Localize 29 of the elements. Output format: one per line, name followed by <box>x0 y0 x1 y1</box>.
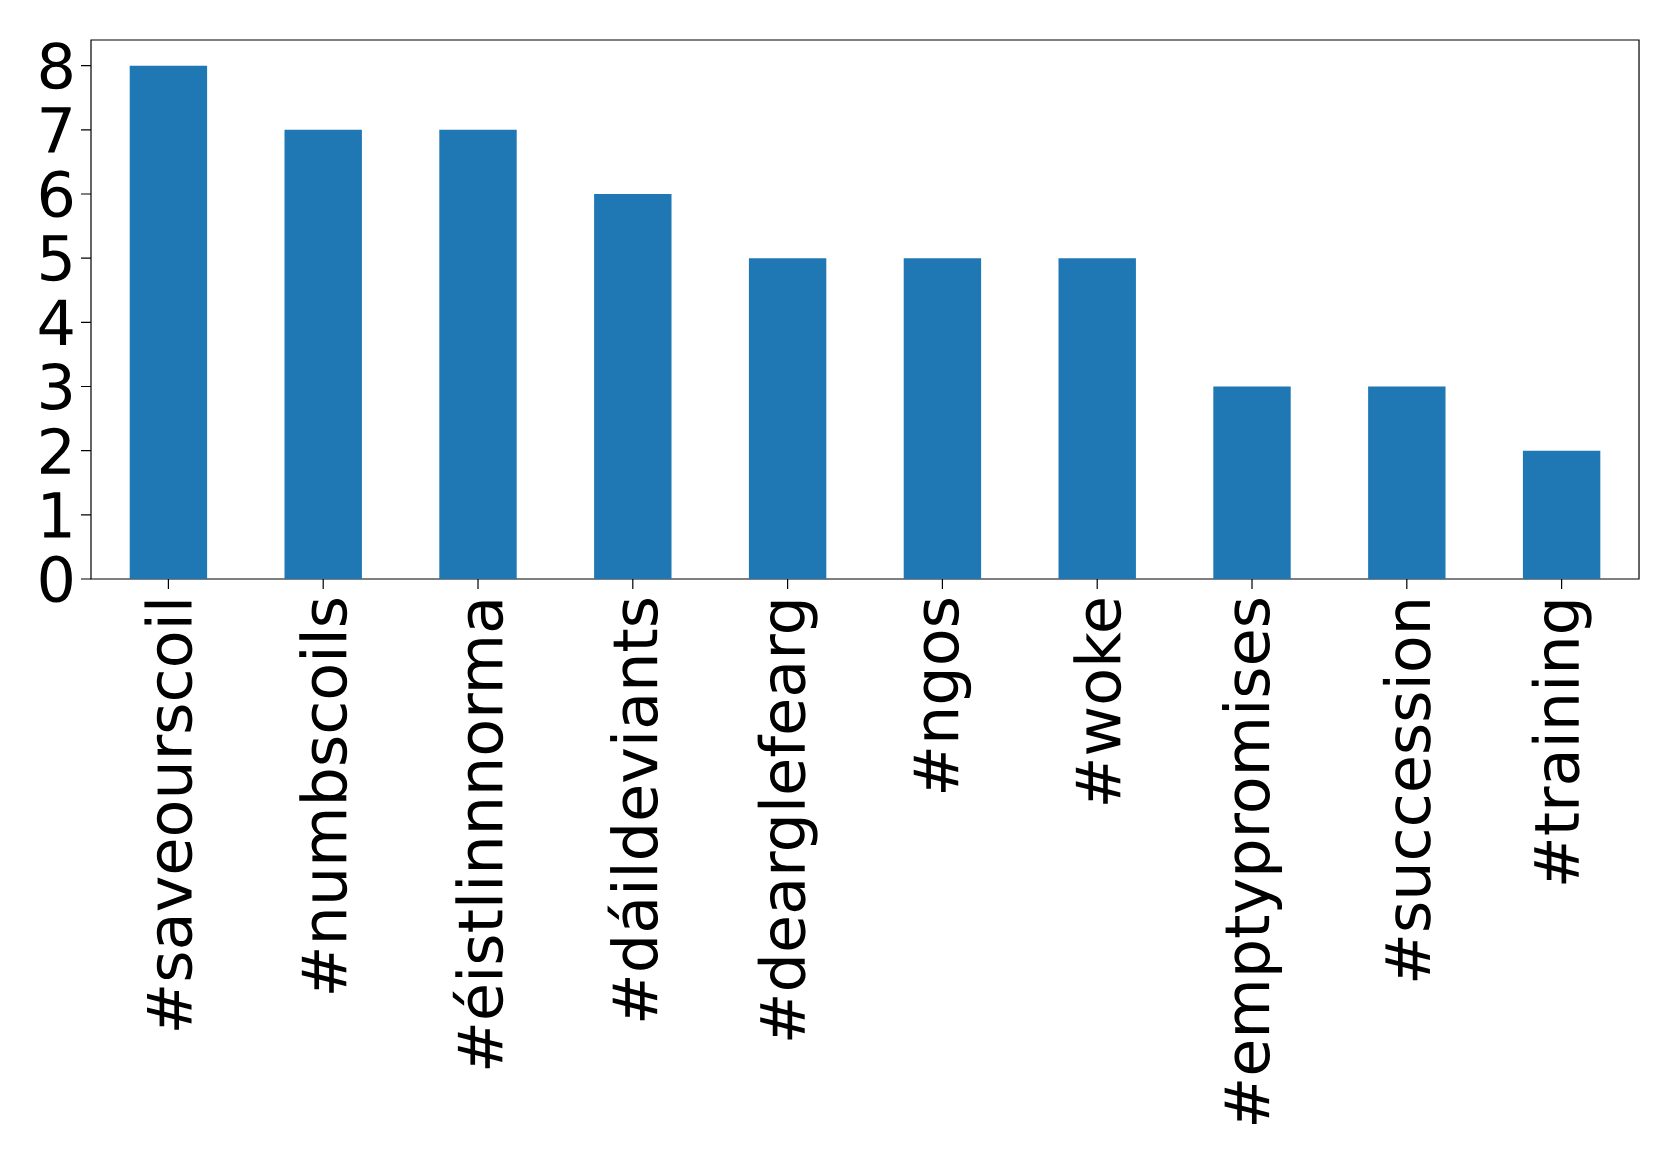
x-tick-label: #numbscoils <box>299 598 348 993</box>
y-tick-label: 0 <box>40 555 72 603</box>
bar <box>1058 258 1136 579</box>
bar <box>439 129 517 579</box>
y-tick-label: 4 <box>39 299 73 345</box>
y-tick-label: 3 <box>41 363 71 410</box>
bar <box>748 258 827 579</box>
bar <box>1522 450 1601 579</box>
x-tick-label: #saveourscoil <box>144 601 193 1030</box>
y-tick-label: 2 <box>41 427 70 474</box>
x-tick-label: #éistlinnnorma <box>452 601 504 1069</box>
bar <box>903 258 982 579</box>
bar <box>594 194 672 579</box>
x-tick-label: #dáildeviants <box>607 598 659 1021</box>
x-tick-label: #woke <box>1073 599 1122 804</box>
x-tick-label: #emptypromises <box>1222 598 1283 1124</box>
bar <box>129 65 208 579</box>
y-tick-label: 1 <box>43 492 71 538</box>
bar <box>1213 386 1291 579</box>
y-tick-label: 8 <box>40 42 72 90</box>
x-tick-label: #training <box>1531 601 1592 884</box>
bar <box>284 129 362 579</box>
y-tick-label: 7 <box>41 107 71 153</box>
x-tick-label: #ngos <box>913 599 972 793</box>
y-tick-label: 6 <box>40 170 73 218</box>
bar <box>1368 386 1446 579</box>
x-tick-label: #dearglefearg <box>757 601 818 1040</box>
y-tick-label: 5 <box>41 235 71 282</box>
x-tick-label: #succession <box>1382 601 1431 981</box>
